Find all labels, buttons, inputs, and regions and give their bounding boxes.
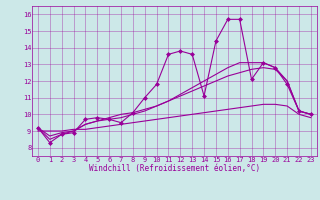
X-axis label: Windchill (Refroidissement éolien,°C): Windchill (Refroidissement éolien,°C) [89,164,260,173]
